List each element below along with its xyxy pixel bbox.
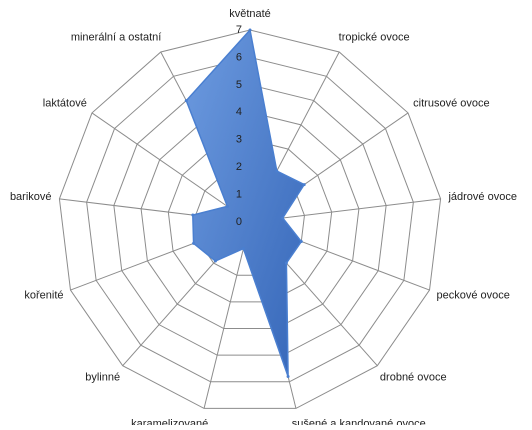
data-point (248, 28, 252, 32)
grid-ring (86, 56, 414, 383)
tick-label: 7 (236, 24, 242, 36)
category-label: kořenité (24, 290, 63, 302)
data-point (281, 216, 285, 220)
category-label: tropické ovoce (339, 32, 410, 44)
tick-label: 5 (236, 79, 242, 91)
category-label: drobné ovoce (380, 372, 447, 384)
data-point (184, 99, 188, 103)
category-label: barikové (10, 191, 52, 203)
tick-label: 0 (236, 216, 242, 228)
data-point (191, 213, 195, 217)
data-point (275, 169, 279, 173)
category-label: minerální a ostatní (71, 32, 162, 44)
category-label: květnaté (229, 8, 271, 20)
data-point (284, 261, 288, 265)
category-label: sušené a kandované ovoce (292, 418, 426, 425)
tick-label: 6 (236, 51, 242, 63)
grid-ring (140, 111, 360, 330)
category-label: jádrové ovoce (447, 191, 517, 203)
grid-ring (58, 29, 442, 409)
data-point (192, 241, 196, 245)
data-area (185, 28, 306, 377)
grid-ring (167, 139, 333, 303)
tick-label: 1 (236, 188, 242, 200)
grid-ring (113, 84, 387, 356)
data-point (213, 259, 217, 263)
category-label: karamelizované (131, 418, 208, 425)
category-label: bylinné (85, 372, 120, 384)
tick-label: 2 (236, 161, 242, 173)
data-point (225, 204, 229, 208)
tick-label: 3 (236, 134, 242, 146)
category-label: peckové ovoce (436, 290, 509, 302)
category-label: citrusové ovoce (413, 98, 489, 110)
spoke (203, 221, 251, 409)
spoke (91, 112, 251, 223)
category-label: laktátové (43, 98, 87, 110)
tick-label: 4 (236, 106, 242, 118)
data-point (299, 239, 303, 243)
data-point (302, 183, 306, 187)
data-point (241, 247, 245, 251)
data-point (286, 374, 290, 378)
